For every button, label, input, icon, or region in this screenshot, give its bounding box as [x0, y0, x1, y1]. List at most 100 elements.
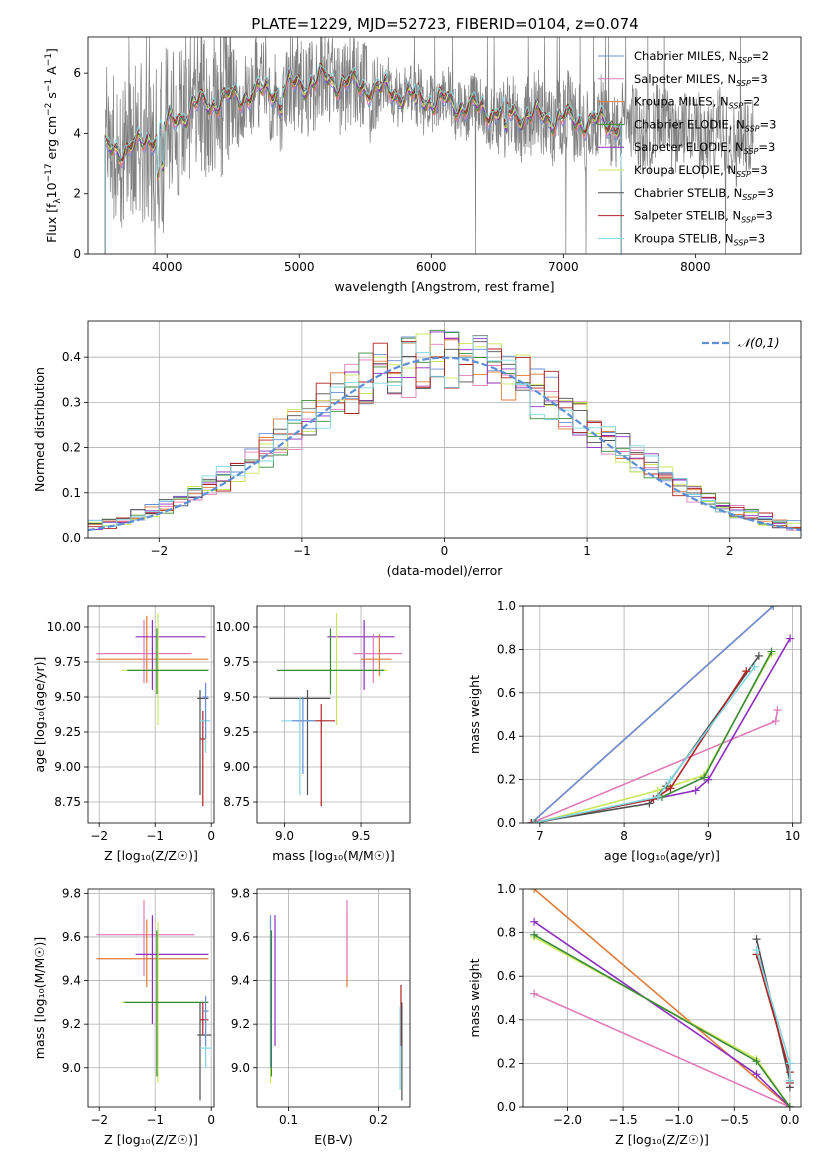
weight_vs_age-marker-5	[700, 773, 709, 782]
mass_vs_EBV-xtick-label: 0.1	[279, 1113, 298, 1127]
legend-name: Chabrier STELIB, N	[634, 186, 742, 200]
weight_vs_age-line-2	[531, 710, 779, 823]
residuals-ytick-label: 0.2	[62, 441, 81, 455]
weight_vs_age-ylabel: mass weight	[467, 675, 482, 754]
legend-count: =3	[757, 186, 774, 200]
weight_vs_Z-plot-area	[530, 889, 794, 1107]
weight_vs_Z-marker-2	[530, 917, 539, 926]
spectrum-ylabel-part: ]	[44, 48, 59, 53]
residuals-xlabel: (data-model)/error	[387, 563, 504, 578]
weight_vs_Z-xtick-label: −1.0	[664, 1113, 693, 1127]
age_vs_mass-axes: 9.0 9.5 8.75 9.00 9.25 9.50 9.75 10.00 mass [log…	[216, 606, 410, 863]
residuals-plot-area	[88, 329, 801, 532]
spectrum-ylabel-part: −17	[44, 163, 54, 182]
weight_vs_Z-marker-4	[530, 930, 539, 939]
legend-count: =3	[756, 209, 773, 223]
spectrum-xtick-label: 7000	[548, 260, 579, 274]
weight_vs_Z-marker-7	[752, 946, 761, 955]
weight_vs_Z-xlabel: Z [log₁₀(Z/Z☉)]	[615, 1132, 709, 1147]
legend-sub: SSP	[736, 79, 751, 88]
residuals-xtick-label: −1	[293, 544, 311, 558]
weight_vs_Z-line-0	[533, 889, 791, 1107]
residuals-axes: −2 −1 0 1 2 0.0 0.1 0.2 0.3 0.4 (data-model)/error…	[32, 321, 801, 578]
mass_vs_Z-frame	[87, 888, 215, 1108]
spectrum-ytick-label: 6	[73, 66, 81, 80]
legend-sub: SSP	[742, 193, 757, 202]
weight_vs_age-marker-6	[754, 651, 763, 660]
age_vs_Z-xtick-label: −1	[146, 829, 164, 843]
weight_vs_age-marker-8	[750, 662, 759, 671]
weight_vs_age-ytick-label: 0.8	[497, 642, 516, 656]
weight_vs_Z-ytick-label: 0.8	[497, 926, 516, 940]
weight_vs_Z-marker-4	[785, 1103, 794, 1107]
legend-name: Chabrier MILES, N	[634, 49, 737, 63]
spectrum-ylabel-part: s	[44, 92, 59, 103]
residual-histogram-8	[88, 335, 801, 527]
residual-histogram-7	[88, 335, 801, 529]
legend-label-3: Chabrier ELODIE, NSSP=3	[634, 117, 776, 133]
weight_vs_Z-marker-7	[785, 1076, 794, 1085]
weight_vs_Z-xtick-label: −1.5	[609, 1113, 638, 1127]
weight_vs_Z-ytick-label: 0.2	[497, 1056, 516, 1070]
legend-name: Kroupa ELODIE, N	[634, 163, 736, 177]
age_vs_mass-ytick-label: 9.50	[223, 690, 250, 704]
legend-label-7: Salpeter STELIB, NSSP=3	[634, 209, 773, 225]
weight_vs_age-marker-1	[769, 606, 778, 610]
mass_vs_Z-axes: −2 −1 0 9.0 9.2 9.4 9.6 9.8 Z [log₁₀(Z/Z☉)] mass …	[32, 886, 215, 1147]
legend-label-0: Chabrier MILES, NSSP=2	[634, 49, 769, 65]
spectrum-ylabel-part: −2	[44, 103, 54, 116]
spectrum-frame	[87, 36, 802, 255]
mass_vs_Z-xtick-label: −1	[146, 1113, 164, 1127]
weight_vs_Z-marker-2	[752, 1070, 761, 1079]
age_vs_Z-xtick-label: 0	[207, 829, 215, 843]
spectrum-ylabel-part: −1	[44, 79, 54, 92]
weight_vs_Z-ytick-label: 0.0	[497, 1100, 516, 1114]
mass_vs_EBV-ytick-label: 9.2	[231, 1017, 250, 1031]
spectrum-xtick-label: 8000	[680, 260, 711, 274]
spectrum-ylabel-part: erg cm	[44, 116, 59, 164]
mass_vs_Z-ytick-label: 9.2	[62, 1017, 81, 1031]
weight_vs_Z-marker-7	[785, 1059, 794, 1068]
legend-name: Kroupa STELIB, N	[634, 231, 734, 245]
residuals-xtick-label: 2	[726, 544, 734, 558]
weight_vs_age-xtick-label: 7	[536, 829, 544, 843]
weight_vs_age-marker-8	[653, 792, 662, 801]
weight_vs_Z-axes: −2.0 −1.5 −1.0 −0.5 0.0 0.0 0.2 0.4 0.6 0.8 1.0 Z […	[467, 882, 801, 1147]
weight_vs_age-xtick-label: 10	[785, 829, 800, 843]
weight_vs_age-marker-3	[786, 634, 795, 643]
weight_vs_age-ytick-label: 1.0	[497, 599, 516, 613]
mass_vs_EBV-axes: 0.1 0.2 9.0 9.2 9.4 9.6 9.8 E(B-V)	[231, 886, 410, 1147]
mass_vs_EBV-ytick-label: 9.8	[231, 886, 250, 900]
weight_vs_age-marker-8	[666, 775, 675, 784]
weight_vs_Z-line-4	[533, 934, 791, 1107]
model-spectrum-line-6	[104, 62, 622, 254]
residuals-ylabel: Normed distribution	[32, 367, 47, 492]
weight_vs_Z-ytick-label: 0.6	[497, 969, 516, 983]
age_vs_Z-ylabel: age [log₁₀(age/yr)]	[32, 657, 47, 773]
weight_vs_age-marker-2	[771, 717, 780, 726]
residuals-xtick-label: 0	[441, 544, 449, 558]
age_vs_Z-xtick-label: −2	[90, 829, 108, 843]
legend-sub: SSP	[737, 56, 752, 65]
legend-sub: SSP	[744, 147, 759, 156]
weight_vs_age-marker-3	[691, 786, 700, 795]
mass_vs_Z-ytick-label: 9.4	[62, 974, 81, 988]
legend-label-2: Kroupa MILES, NSSP=2	[634, 95, 760, 111]
residuals-xtick-label: 1	[583, 544, 591, 558]
weight_vs_age-xtick-label: 8	[620, 829, 628, 843]
age_vs_Z-axes: −2 −1 0 8.75 9.00 9.25 9.50 9.75 10.00 Z [log₁₀(Z…	[32, 606, 215, 863]
weight_vs_Z-ylabel: mass weight	[467, 958, 482, 1037]
legend-name: Salpeter MILES, N	[634, 72, 736, 86]
age_vs_mass-ytick-label: 10.00	[216, 620, 250, 634]
model-spectrum-line-7	[104, 62, 622, 254]
mass_vs_EBV-frame	[256, 888, 411, 1108]
age_vs_mass-xtick-label: 9.5	[351, 829, 370, 843]
age_vs_Z-ytick-label: 9.00	[54, 760, 81, 774]
residuals-ytick-label: 0.1	[62, 486, 81, 500]
legend-count: =3	[758, 140, 775, 154]
spectrum-xtick-label: 4000	[152, 260, 183, 274]
weight_vs_age-xlabel: age [log₁₀(age/yr)]	[604, 848, 720, 863]
weight_vs_age-line-1	[530, 606, 774, 823]
mass_vs_Z-ytick-label: 9.8	[62, 886, 81, 900]
spectrum-ylabel: Flux [fλ10−17 erg cm−2 s−1 A−1]	[44, 48, 63, 243]
